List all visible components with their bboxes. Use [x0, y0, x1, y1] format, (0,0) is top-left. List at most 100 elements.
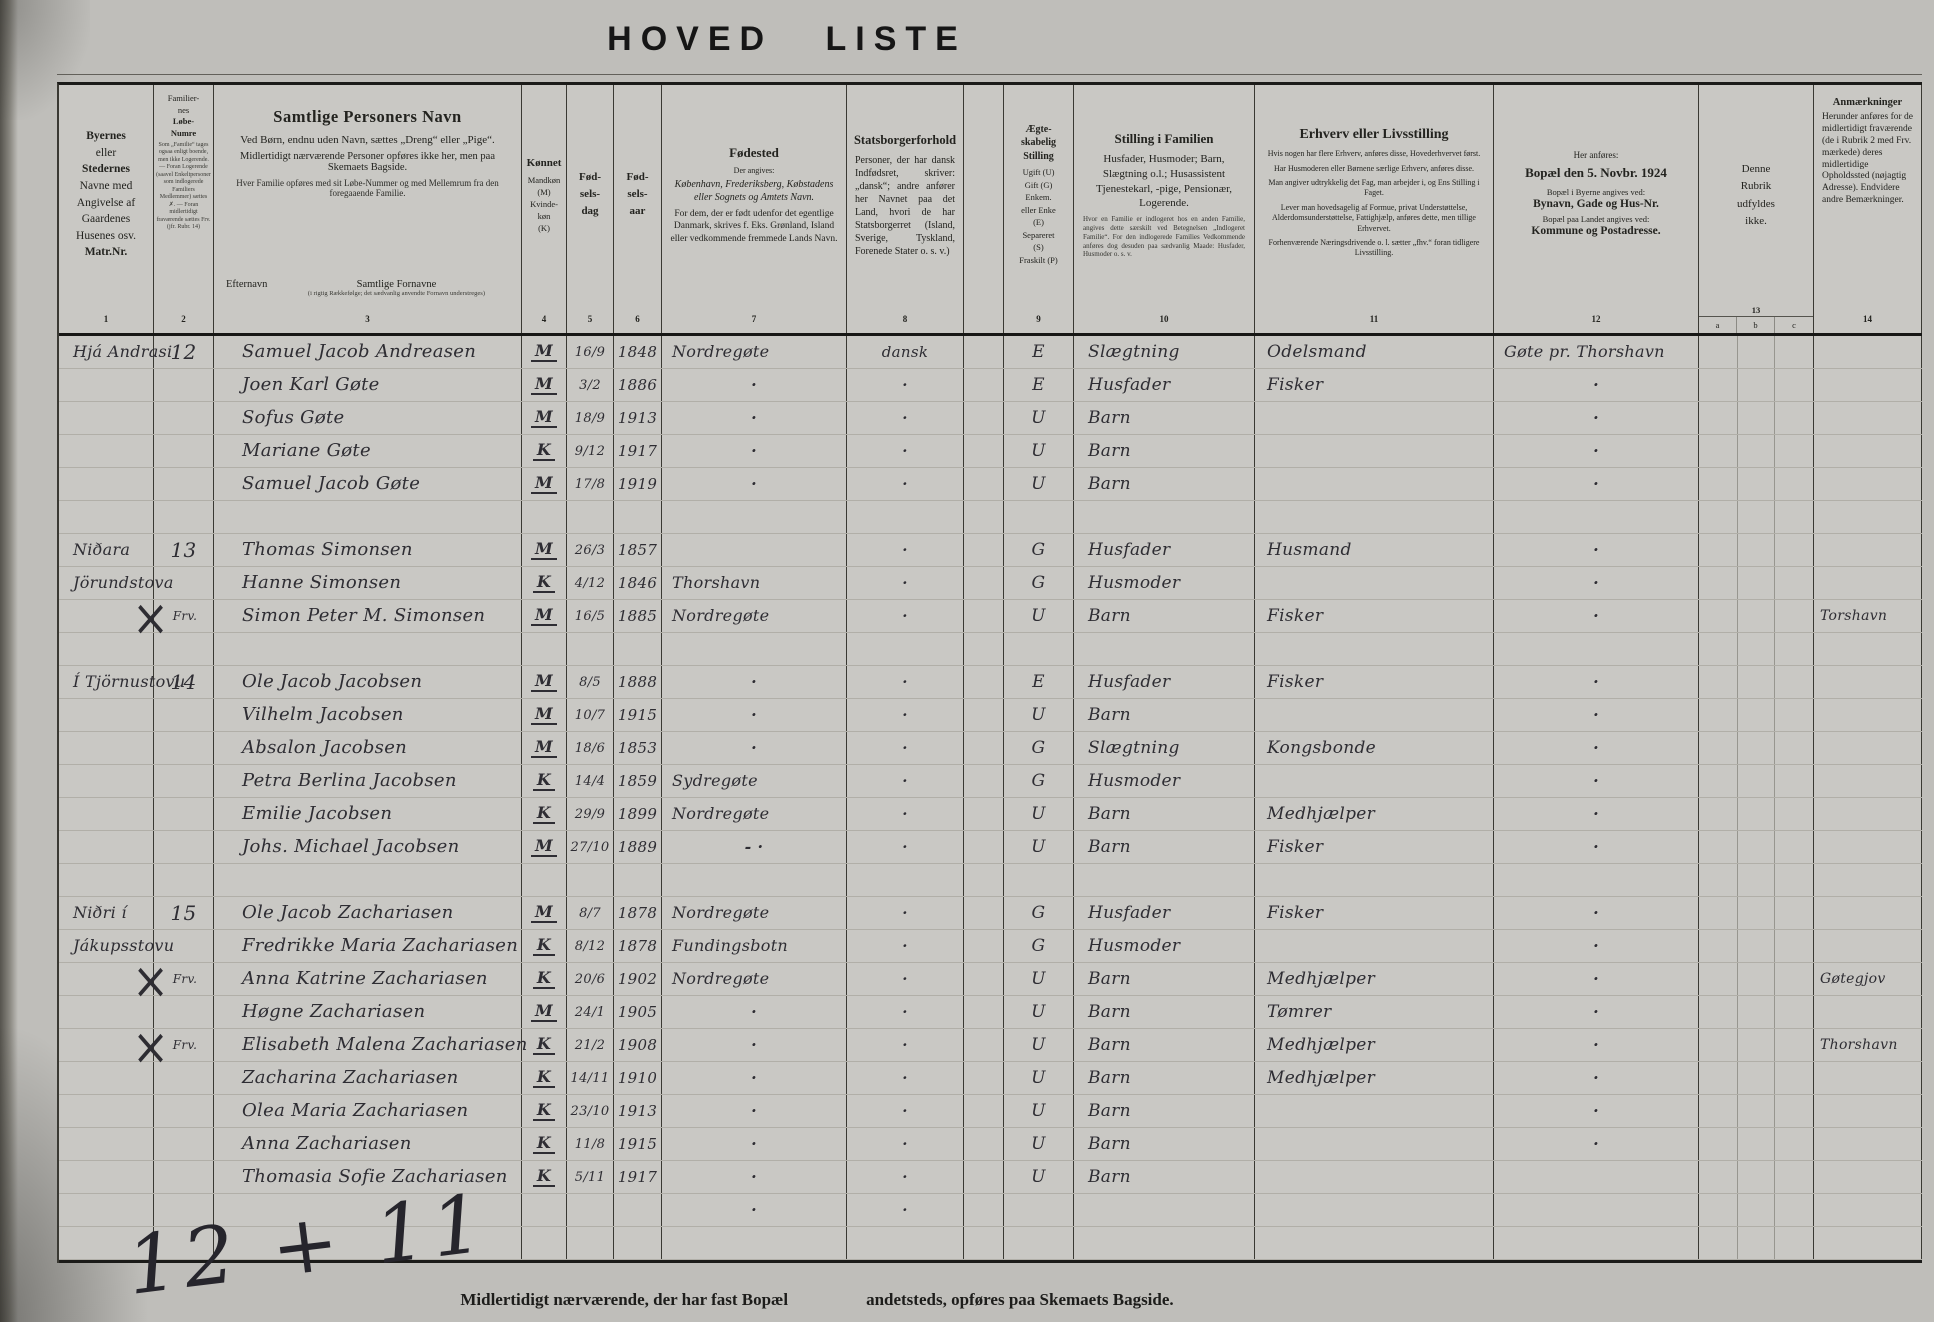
entry-mar: E	[1032, 341, 1045, 362]
cell-year: 1905	[614, 996, 662, 1028]
cell-rem	[1814, 501, 1922, 533]
cell-sex: M	[522, 831, 567, 863]
cell-res: ·	[1494, 468, 1699, 500]
cell-r13	[1699, 1194, 1814, 1226]
cell-year: 1859	[614, 765, 662, 797]
cell-occ	[1255, 1227, 1494, 1259]
cell-sex: K	[522, 1128, 567, 1160]
cell-mar: U	[1004, 1128, 1074, 1160]
cell-day: 21/2	[567, 1029, 614, 1061]
entry-mar: U	[1031, 473, 1046, 494]
cell-mar	[1004, 501, 1074, 533]
sex-mark: K	[532, 573, 556, 593]
cell-place	[59, 633, 154, 665]
entry-occ: Fisker	[1267, 836, 1324, 857]
entry-occ: Medhjælper	[1267, 1067, 1376, 1088]
sex-mark: M	[530, 1002, 557, 1022]
ditto-mark: ·	[1593, 408, 1599, 427]
col-header-family-position: Stilling i Familien Husfader, Husmoder; …	[1074, 85, 1255, 305]
cell-occ	[1255, 435, 1494, 467]
entry-pos: Slægtning	[1088, 737, 1180, 758]
cell-r13	[1699, 1029, 1814, 1061]
cell-fam	[154, 468, 214, 500]
cell-pos	[1074, 501, 1255, 533]
cell-rem	[1814, 1128, 1922, 1160]
cell-place: Hjá Andrasi	[59, 336, 172, 368]
cell-pos: Husfader	[1074, 534, 1255, 566]
cell-r13	[1699, 468, 1814, 500]
cell-year: 1915	[614, 699, 662, 731]
sex-mark: M	[530, 375, 557, 395]
cell-born: ·	[662, 996, 847, 1028]
col-header-sex: Kønnet Mandkøn (M) Kvinde-køn (K)	[522, 85, 567, 305]
ditto-mark: ·	[902, 738, 908, 757]
table-row: Olea Maria Zachariasen K 23/10 1913 · · U Barn ·	[59, 1095, 1922, 1128]
cell-cit: ·	[847, 1029, 964, 1061]
cell-sp	[964, 765, 1004, 797]
ditto-mark: ·	[1593, 1035, 1599, 1054]
cell-cit: ·	[847, 765, 964, 797]
entry-name: Ole Jacob Zachariasen	[242, 902, 454, 923]
entry-year: 1899	[617, 804, 658, 823]
entry-day: 9/12	[574, 443, 606, 459]
cell-sex	[522, 1194, 567, 1226]
header-line: Fød-	[626, 171, 649, 184]
cell-pos: Barn	[1074, 468, 1255, 500]
table-row: Niðri í 15 Ole Jacob Zachariasen M 8/7 1878 No…	[59, 897, 1922, 930]
entry-rem: Torshavn	[1820, 608, 1888, 624]
entry-mar: U	[1031, 704, 1046, 725]
entry-name: Petra Berlina Jacobsen	[242, 770, 457, 791]
cell-day: 8/5	[567, 666, 614, 698]
cell-year: 1888	[614, 666, 662, 698]
cell-place	[59, 699, 154, 731]
entry-pos: Barn	[1088, 1034, 1131, 1055]
table-row: Thomasia Sofie Zachariasen K 5/11 1917 · · U Ba…	[59, 1161, 1922, 1194]
cell-day: 26/3	[567, 534, 614, 566]
cell-rem	[1814, 732, 1922, 764]
cell-sp	[964, 930, 1004, 962]
entry-name: Mariane Gøte	[242, 440, 371, 461]
cell-born: ·	[662, 468, 847, 500]
cell-name: Thomas Simonsen	[214, 534, 522, 566]
col-spacer	[964, 85, 1004, 305]
cell-cit: ·	[847, 468, 964, 500]
cell-r13	[1699, 336, 1814, 368]
cell-day: 27/10	[567, 831, 614, 863]
cell-pos: Barn	[1074, 798, 1255, 830]
entry-year: 1917	[617, 1167, 658, 1186]
entry-day: 21/2	[574, 1037, 606, 1053]
entry-year: 1846	[617, 573, 658, 592]
cell-cit: ·	[847, 1128, 964, 1160]
cell-fam	[154, 1095, 214, 1127]
cell-born	[662, 501, 847, 533]
cell-mar: E	[1004, 336, 1074, 368]
entry-year: 1908	[617, 1035, 658, 1054]
entry-mar: G	[1031, 770, 1046, 791]
col-num-8: 8	[847, 305, 964, 333]
cell-year: 1885	[614, 600, 662, 632]
table-row: Johs. Michael Jacobsen M 27/10 1889 - · · U Bar…	[59, 831, 1922, 864]
cell-occ	[1255, 864, 1494, 896]
cell-r13	[1699, 534, 1814, 566]
cell-place: Niðara	[59, 534, 154, 566]
cell-r13	[1699, 1128, 1814, 1160]
cell-pos	[1074, 1227, 1255, 1259]
cell-day: 20/6	[567, 963, 614, 995]
cell-year	[614, 864, 662, 896]
col-header-occupation: Erhverv eller Livsstilling Hvis nogen ha…	[1255, 85, 1494, 305]
entry-born: Nordregøte	[672, 606, 770, 625]
table-row	[59, 864, 1922, 897]
cell-mar: E	[1004, 666, 1074, 698]
entry-mar: U	[1031, 1034, 1046, 1055]
cell-day: 18/6	[567, 732, 614, 764]
cell-rem	[1814, 633, 1922, 665]
cell-mar: U	[1004, 963, 1074, 995]
ditto-mark: ·	[902, 408, 908, 427]
cell-mar: G	[1004, 567, 1074, 599]
family-number: 13	[170, 538, 197, 562]
cell-year: 1846	[614, 567, 662, 599]
cell-name: Zacharina Zachariasen	[214, 1062, 522, 1094]
entry-born: Fundingsbotn	[672, 936, 789, 955]
entry-day: 24/1	[574, 1004, 606, 1020]
cell-occ: Fisker	[1255, 897, 1494, 929]
